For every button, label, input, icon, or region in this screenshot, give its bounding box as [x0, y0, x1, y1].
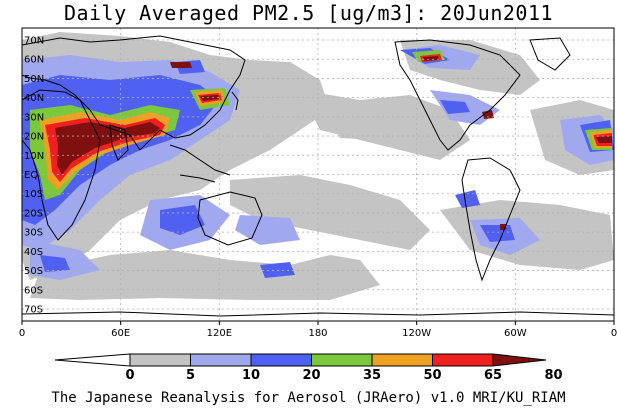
colorbar-segment	[129, 353, 191, 367]
latitude-tick-label: 50S	[24, 266, 43, 277]
latitude-tick-label: EQ	[24, 170, 38, 181]
graticule	[22, 28, 614, 321]
latitude-tick-label: 70N	[24, 36, 44, 47]
colorbar-label: 50	[423, 368, 441, 383]
longitude-tick-label: 120W	[402, 328, 431, 339]
colorbar-label: 5	[186, 368, 195, 383]
latitude-axis: 70N 60N 50N 40N 30N 20N 10N EQ 10S 20S 30S 40S 50S 60…	[24, 36, 44, 316]
colorbar-low-triangle	[54, 353, 131, 367]
longitude-tick-label: 60E	[111, 328, 130, 339]
colorbar-label: 20	[302, 368, 320, 383]
latitude-tick-label: 10N	[24, 151, 44, 162]
longitude-tick-label: 60W	[504, 328, 527, 339]
colorbar-segment	[432, 353, 494, 367]
pm25-field	[22, 32, 614, 300]
colorbar-segment	[371, 353, 433, 367]
longitude-tick-label: 0	[19, 328, 25, 339]
latitude-tick-label: 30S	[24, 228, 43, 239]
coastlines	[21, 35, 615, 317]
longitude-tick-label: 120E	[207, 328, 232, 339]
colorbar-label: 80	[544, 368, 562, 383]
latitude-tick-label: 40N	[24, 93, 44, 104]
colorbar-label: 0	[125, 368, 134, 383]
latitude-tick-label: 50N	[24, 74, 44, 85]
latitude-tick-label: 40S	[24, 247, 43, 258]
longitude-tick-label: 180	[308, 328, 327, 339]
latitude-tick-label: 70S	[24, 305, 43, 316]
latitude-tick-label: 10S	[24, 189, 43, 200]
colorbar-segment	[250, 353, 312, 367]
latitude-tick-label: 20S	[24, 208, 43, 219]
level-80-plus-fill	[55, 56, 612, 230]
latitude-tick-label: 60S	[24, 285, 43, 296]
colorbar-high-triangle	[492, 353, 547, 367]
longitude-tick-label: 0	[611, 328, 617, 339]
colorbar-segment	[311, 353, 373, 367]
colorbar-label: 65	[484, 368, 502, 383]
latitude-tick-label: 30N	[24, 112, 44, 123]
page-title: Daily Averaged PM2.5 [ug/m3]: 20Jun2011	[63, 1, 554, 25]
colorbar-label: 10	[242, 368, 260, 383]
colorbar-label: 35	[363, 368, 381, 383]
footer-credit: The Japanese Reanalysis for Aerosol (JRA…	[51, 390, 566, 406]
colorbar: 0 5 10 20 35 50 65 80	[54, 353, 563, 383]
longitude-axis: 0 60E 120E 180 120W 60W 0	[19, 321, 617, 339]
latitude-tick-label: 20N	[24, 132, 44, 143]
colorbar-segment	[190, 353, 252, 367]
latitude-tick-label: 60N	[24, 55, 44, 66]
